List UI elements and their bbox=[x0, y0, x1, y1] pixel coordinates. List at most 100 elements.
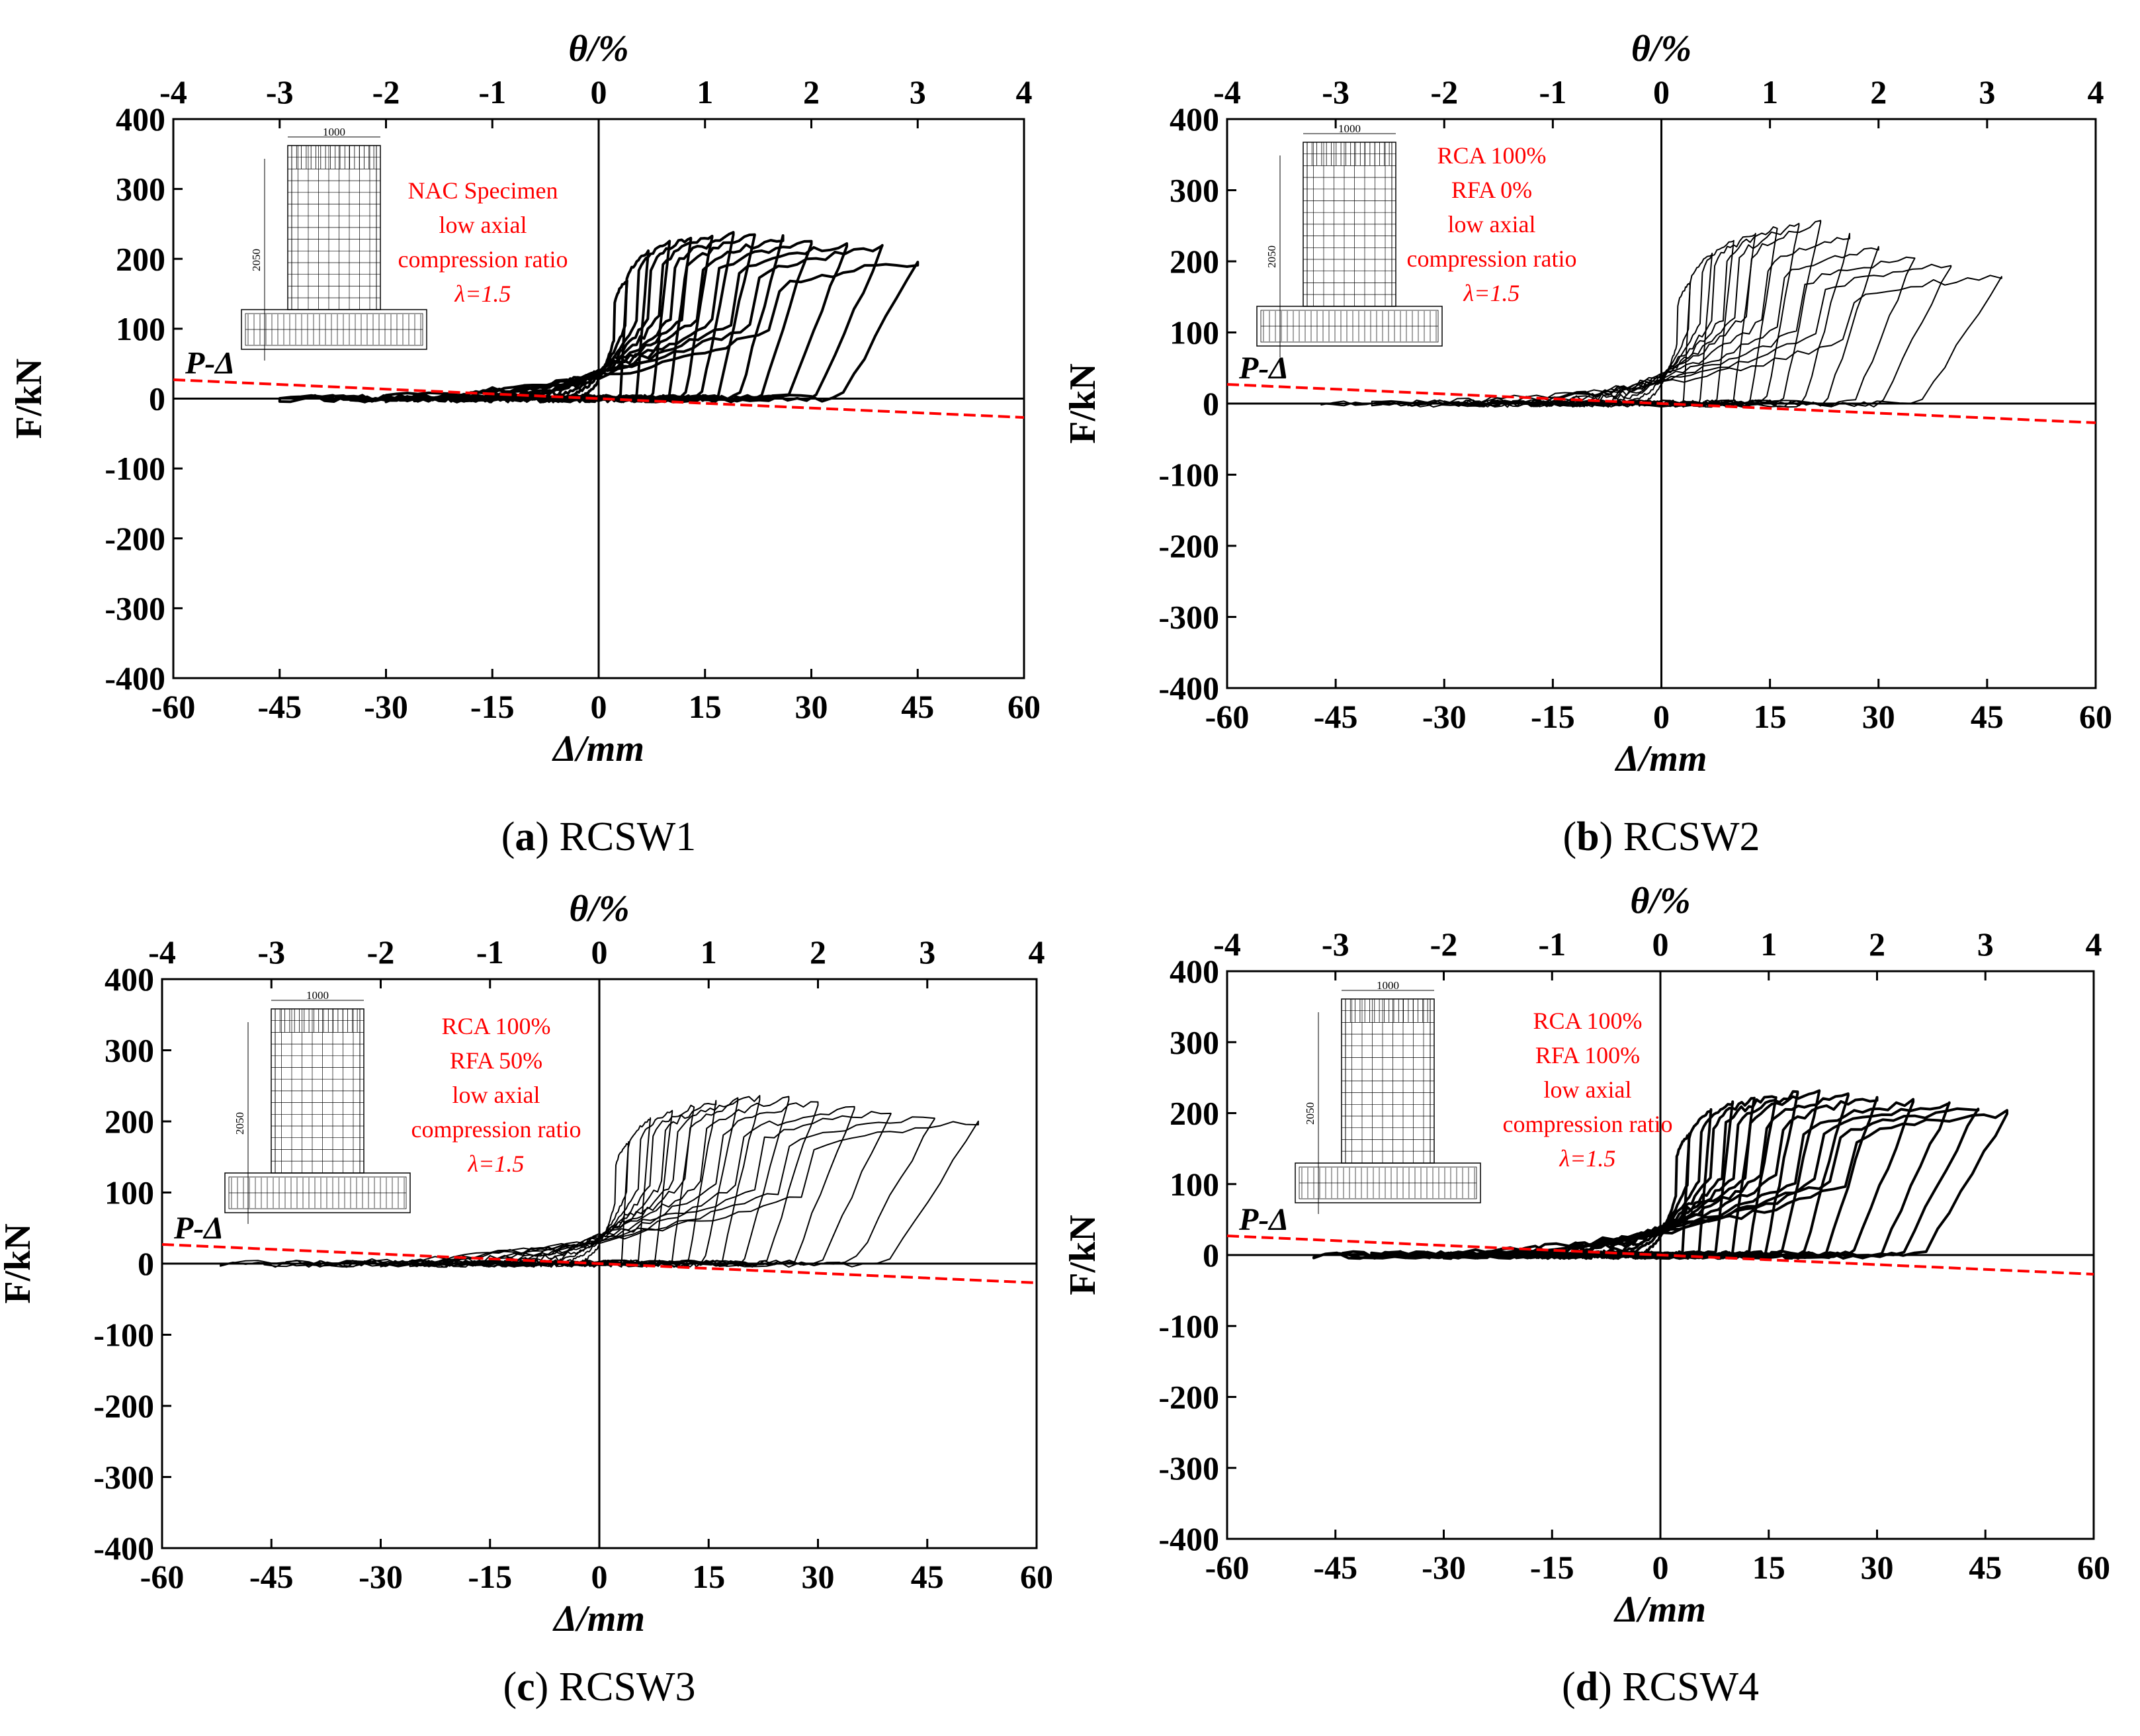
y-tick-label: 300 bbox=[1170, 172, 1219, 209]
x-tick-label: 45 bbox=[911, 1558, 944, 1595]
hysteresis-loop bbox=[380, 1101, 819, 1268]
hysteresis-loop bbox=[409, 1096, 790, 1268]
hysteresis-loop bbox=[278, 261, 920, 404]
x-axis-title: Δ/mm bbox=[1613, 1589, 1706, 1630]
panel-caption: (d) RCSW4 bbox=[1562, 1665, 1759, 1710]
x-tick-label: 30 bbox=[1861, 1549, 1894, 1586]
caption-name: RCSW4 bbox=[1622, 1665, 1759, 1710]
annotation-line: RFA 50% bbox=[450, 1047, 542, 1074]
caption-paren-close: ) bbox=[535, 814, 559, 859]
y-tick-label: -100 bbox=[93, 1317, 154, 1354]
y-tick-label: -300 bbox=[93, 1459, 154, 1496]
caption-name: RCSW2 bbox=[1623, 814, 1760, 859]
y-tick-label: 0 bbox=[138, 1245, 154, 1282]
drawing-height-label: 2050 bbox=[1304, 1102, 1316, 1125]
annotation-line: NAC Specimen bbox=[408, 177, 558, 204]
y-tick-label: -400 bbox=[93, 1530, 154, 1567]
y-tick-label: 400 bbox=[1170, 953, 1219, 990]
top-tick-label: -2 bbox=[372, 73, 400, 110]
top-tick-label: -4 bbox=[1213, 926, 1241, 963]
x-tick-label: -60 bbox=[140, 1558, 185, 1595]
top-tick-label: 4 bbox=[2086, 926, 2102, 963]
top-tick-label: -1 bbox=[1538, 926, 1566, 963]
top-tick-label: 1 bbox=[697, 73, 713, 110]
chart-panel-c: -60-4-45-3-30-2-15-100151302453604400300… bbox=[0, 889, 1053, 1710]
x-tick-label: -45 bbox=[1314, 698, 1358, 735]
hysteresis-loop bbox=[482, 1100, 717, 1268]
p-delta-line bbox=[1226, 382, 2096, 425]
y-axis-title: F/kN bbox=[1062, 1215, 1103, 1295]
specimen-drawing: 1000 2050 bbox=[1256, 122, 1443, 357]
panel-caption: (b) RCSW2 bbox=[1562, 814, 1760, 859]
drawing-width-label: 1000 bbox=[323, 126, 345, 138]
y-axis-title: F/kN bbox=[9, 359, 50, 439]
y-tick-label: 0 bbox=[1203, 385, 1219, 422]
top-tick-label: 2 bbox=[1869, 926, 1885, 963]
hysteresis-loop bbox=[220, 1120, 979, 1268]
caption-name: RCSW1 bbox=[560, 814, 697, 859]
top-tick-label: 3 bbox=[1979, 73, 1995, 110]
hysteresis-loop bbox=[1320, 275, 2002, 408]
y-axis-title: F/kN bbox=[0, 1223, 38, 1303]
top-tick-label: 1 bbox=[1762, 73, 1778, 110]
caption-letter: a bbox=[515, 814, 535, 859]
x-tick-label: -30 bbox=[364, 688, 408, 725]
y-tick-label: -400 bbox=[1158, 1520, 1219, 1557]
top-tick-label: 2 bbox=[810, 933, 826, 971]
y-tick-label: 200 bbox=[1170, 243, 1219, 280]
specimen-drawing: 1000 2050 bbox=[1295, 979, 1481, 1214]
y-tick-label: -400 bbox=[105, 660, 165, 697]
x-tick-label: -30 bbox=[1422, 1549, 1466, 1586]
annotation-line: low axial bbox=[1544, 1076, 1632, 1103]
x-tick-label: 0 bbox=[591, 688, 607, 725]
x-tick-label: 30 bbox=[795, 688, 828, 725]
top-tick-label: 0 bbox=[1652, 926, 1669, 963]
y-axis-title: F/kN bbox=[1062, 363, 1103, 443]
top-tick-label: 2 bbox=[803, 73, 820, 110]
x-tick-label: -15 bbox=[468, 1558, 512, 1595]
annotation-line: compression ratio bbox=[1407, 245, 1577, 272]
caption-paren-close: ) bbox=[1600, 814, 1623, 859]
annotation-line: RCA 100% bbox=[1437, 142, 1546, 169]
annotation-line: λ=1.5 bbox=[454, 281, 511, 307]
y-tick-label: 0 bbox=[149, 380, 165, 417]
top-tick-label: 4 bbox=[2088, 73, 2104, 110]
y-tick-label: 100 bbox=[1170, 1166, 1219, 1203]
annotation-line: RFA 0% bbox=[1451, 177, 1532, 203]
y-tick-label: -300 bbox=[105, 589, 165, 627]
x-tick-label: -45 bbox=[257, 688, 302, 725]
drawing-height-label: 2050 bbox=[234, 1112, 246, 1135]
x-tick-label: -45 bbox=[1313, 1549, 1357, 1586]
foundation-outline bbox=[1295, 1162, 1481, 1203]
chart-panel-b: -60-4-45-3-30-2-15-100151302453604400300… bbox=[1062, 28, 2112, 859]
top-tick-label: -4 bbox=[148, 933, 176, 971]
top-tick-label: 2 bbox=[1870, 73, 1887, 110]
caption-paren-open: ( bbox=[501, 814, 515, 859]
x-tick-label: 45 bbox=[901, 688, 934, 725]
x-tick-label: 0 bbox=[591, 1558, 608, 1595]
x-tick-label: -60 bbox=[1205, 698, 1250, 735]
x-tick-label: 15 bbox=[689, 688, 722, 725]
panel-caption: (a) RCSW1 bbox=[501, 814, 697, 859]
x-axis-title: Δ/mm bbox=[1615, 738, 1707, 779]
caption-letter: c bbox=[517, 1665, 535, 1710]
caption-paren-close: ) bbox=[1598, 1665, 1622, 1710]
annotation-line: compression ratio bbox=[411, 1116, 581, 1143]
top-tick-label: -3 bbox=[257, 933, 285, 971]
x-tick-label: -30 bbox=[359, 1558, 403, 1595]
drawing-width-label: 1000 bbox=[306, 989, 329, 1002]
foundation-outline bbox=[241, 309, 427, 350]
annotation-line: λ=1.5 bbox=[468, 1150, 525, 1177]
chart-panel-a: -60-4-45-3-30-2-15-100151302453604400300… bbox=[9, 28, 1041, 859]
y-tick-label: 0 bbox=[1203, 1237, 1219, 1274]
top-tick-label: -2 bbox=[1430, 926, 1458, 963]
caption-paren-open: ( bbox=[503, 1665, 517, 1710]
specimen-drawing: 1000 2050 bbox=[224, 989, 411, 1224]
x-tick-label: 15 bbox=[1754, 698, 1787, 735]
annotation-line: compression ratio bbox=[398, 246, 568, 273]
caption-letter: b bbox=[1576, 814, 1599, 859]
top-axis-title: θ/% bbox=[1631, 28, 1691, 69]
top-tick-label: -3 bbox=[1322, 73, 1349, 110]
y-tick-label: 300 bbox=[116, 171, 165, 208]
